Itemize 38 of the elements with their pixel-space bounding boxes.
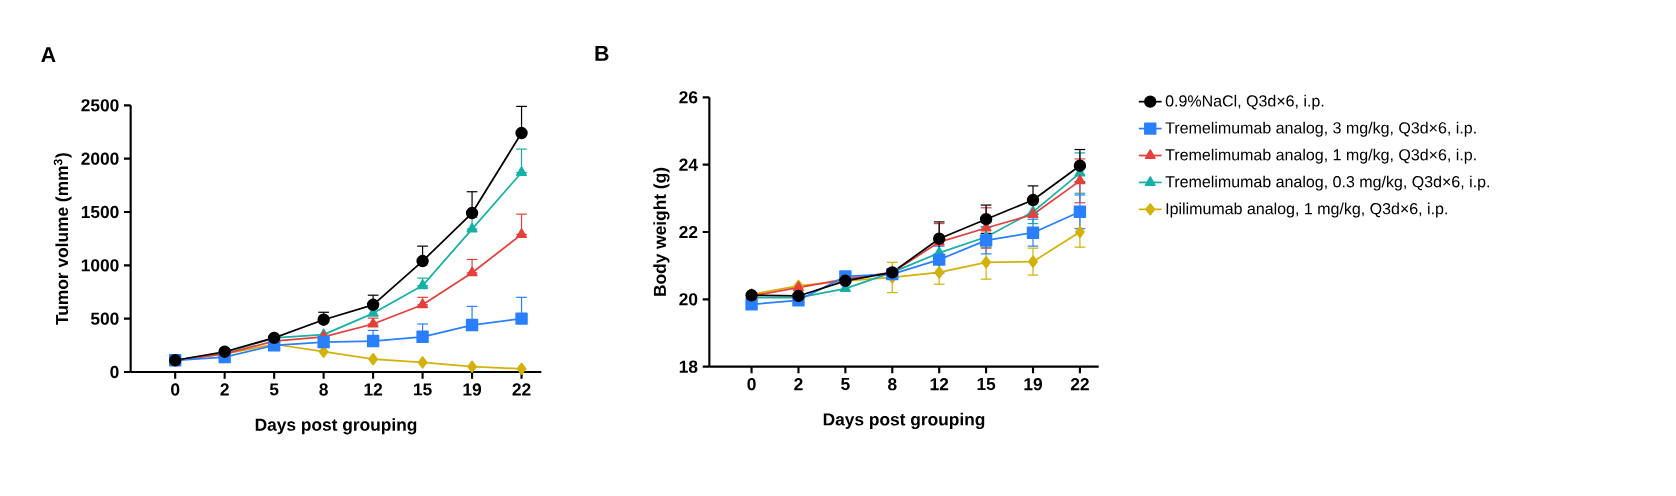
y-tick-label: 2500 xyxy=(81,99,119,112)
x-tick-label: 2 xyxy=(220,383,229,396)
x-tick-label: 0 xyxy=(171,383,180,396)
legend-label: 0.9%NaCl, Q3d×6, i.p. xyxy=(1165,94,1324,110)
y-tick-label: 1500 xyxy=(81,205,119,219)
legend-label: Tremelimumab analog, 0.3 mg/kg, Q3d×6, i.p. xyxy=(1165,175,1490,191)
x-tick-label: 19 xyxy=(463,383,482,396)
x-tick-label: 8 xyxy=(888,378,897,391)
x-tick-label: 22 xyxy=(1070,378,1089,391)
legend-label: Tremelimumab analog, 1 mg/kg, Q3d×6, i.p. xyxy=(1165,148,1476,164)
y-tick-label: 2000 xyxy=(81,152,119,165)
x-tick-label: 15 xyxy=(414,383,432,396)
y-tick-label: 24 xyxy=(679,158,698,171)
x-tick-label: 12 xyxy=(364,383,383,396)
x-tick-label: 0 xyxy=(747,378,756,391)
y-tick-label: 18 xyxy=(679,360,698,373)
y-axis-title: Body weight (g) xyxy=(653,167,670,296)
y-tick-label: 22 xyxy=(679,225,698,239)
y-tick-label: 0 xyxy=(110,365,119,379)
y-tick-label: 500 xyxy=(90,312,119,325)
x-axis-title: Days post grouping xyxy=(255,418,417,435)
x-tick-label: 5 xyxy=(841,378,850,391)
y-tick-label: 1000 xyxy=(81,259,119,272)
legend-label: Tremelimumab analog, 3 mg/kg, Q3d×6, i.p. xyxy=(1165,121,1476,137)
chart-title: B xyxy=(595,46,609,61)
x-tick-label: 8 xyxy=(319,383,328,396)
x-tick-label: 2 xyxy=(794,378,803,391)
x-tick-label: 15 xyxy=(977,378,996,391)
x-tick-label: 19 xyxy=(1024,378,1042,391)
chart-title: A xyxy=(41,47,56,63)
x-axis-title: Days post grouping xyxy=(823,412,985,430)
y-tick-label: 20 xyxy=(679,293,698,306)
x-tick-label: 5 xyxy=(269,383,279,396)
x-tick-label: 22 xyxy=(512,383,531,396)
y-tick-label: 26 xyxy=(679,91,698,104)
y-axis-title: Tumor volume (mm$^{3}$) xyxy=(53,153,72,325)
legend-label: Ipilimumab analog, 1 mg/kg, Q3d×6, i.p. xyxy=(1166,202,1447,218)
x-tick-label: 12 xyxy=(930,378,949,391)
